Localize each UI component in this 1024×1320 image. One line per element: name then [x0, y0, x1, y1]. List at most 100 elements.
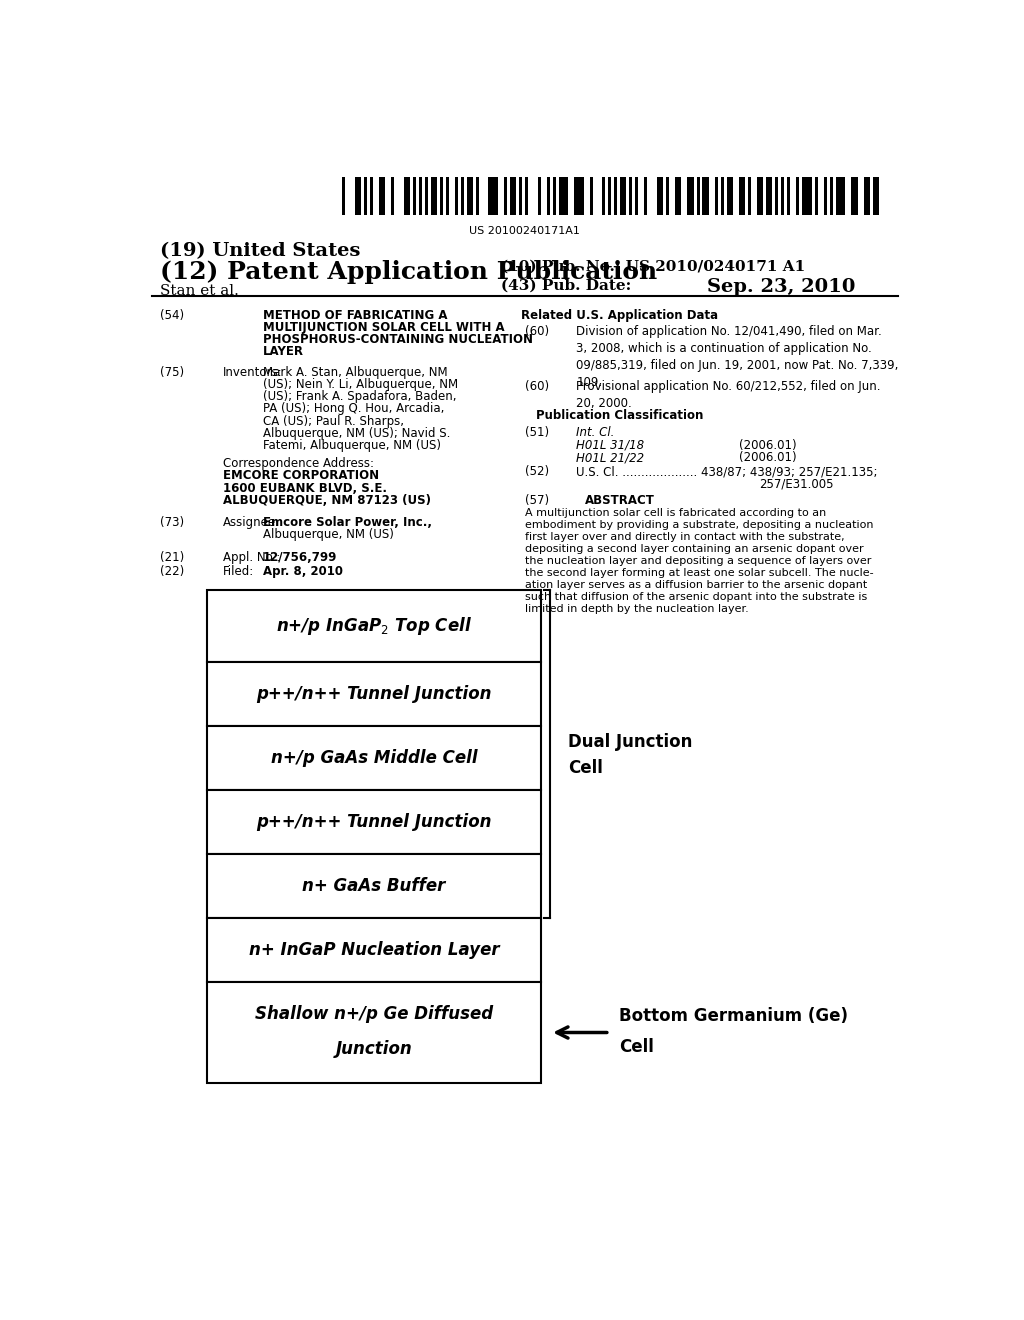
Text: Division of application No. 12/041,490, filed on Mar.
3, 2008, which is a contin: Division of application No. 12/041,490, …	[577, 325, 899, 389]
Text: (21): (21)	[160, 550, 184, 564]
Text: p++/n++ Tunnel Junction: p++/n++ Tunnel Junction	[256, 685, 492, 702]
Text: H01L 21/22: H01L 21/22	[577, 451, 644, 465]
Bar	[608, 177, 611, 215]
Bar	[815, 177, 818, 215]
Bar	[872, 177, 879, 215]
Text: (2006.01): (2006.01)	[739, 440, 797, 451]
Text: first layer over and directly in contact with the substrate,: first layer over and directly in contact…	[524, 532, 845, 543]
Text: Emcore Solar Power, Inc.,: Emcore Solar Power, Inc.,	[263, 516, 432, 529]
Text: ation layer serves as a diffusion barrier to the arsenic dopant: ation layer serves as a diffusion barrie…	[524, 579, 867, 590]
Bar	[602, 177, 605, 215]
Bar	[852, 177, 858, 215]
Bar	[445, 177, 449, 215]
Bar	[207, 854, 541, 917]
Text: Int. Cl.: Int. Cl.	[577, 426, 614, 438]
Bar	[614, 177, 617, 215]
Bar	[419, 177, 422, 215]
Text: n+/p InGaP$_2$ Top Cell: n+/p InGaP$_2$ Top Cell	[276, 615, 472, 638]
Bar	[757, 177, 763, 215]
Text: n+ InGaP Nucleation Layer: n+ InGaP Nucleation Layer	[249, 941, 500, 958]
Bar	[702, 177, 709, 215]
Text: 257/E31.005: 257/E31.005	[759, 478, 834, 491]
Text: Apr. 8, 2010: Apr. 8, 2010	[263, 565, 343, 578]
Text: depositing a second layer containing an arsenic dopant over: depositing a second layer containing an …	[524, 544, 863, 554]
Bar	[207, 917, 541, 982]
Text: n+ GaAs Buffer: n+ GaAs Buffer	[302, 876, 445, 895]
Bar	[721, 177, 724, 215]
Text: Mark A. Stan, Albuquerque, NM: Mark A. Stan, Albuquerque, NM	[263, 366, 447, 379]
Bar	[803, 177, 812, 215]
Bar	[775, 177, 778, 215]
Bar	[797, 177, 800, 215]
Text: p++/n++ Tunnel Junction: p++/n++ Tunnel Junction	[256, 813, 492, 830]
Text: A multijunction solar cell is fabricated according to an: A multijunction solar cell is fabricated…	[524, 508, 826, 517]
Bar	[644, 177, 647, 215]
Bar	[590, 177, 593, 215]
Bar	[657, 177, 664, 215]
Bar	[621, 177, 627, 215]
Bar	[354, 177, 360, 215]
Bar	[207, 726, 541, 789]
Text: ALBUQUERQUE, NM 87123 (US): ALBUQUERQUE, NM 87123 (US)	[223, 494, 431, 507]
Text: Fatemi, Albuquerque, NM (US): Fatemi, Albuquerque, NM (US)	[263, 440, 441, 451]
Text: (10) Pub. No.: US 2010/0240171 A1: (10) Pub. No.: US 2010/0240171 A1	[501, 260, 805, 275]
Text: limited in depth by the nucleation layer.: limited in depth by the nucleation layer…	[524, 605, 749, 614]
Text: Cell: Cell	[567, 759, 602, 777]
Bar	[510, 177, 516, 215]
Bar	[488, 177, 498, 215]
Text: ABSTRACT: ABSTRACT	[585, 494, 655, 507]
Text: PHOSPHORUS-CONTAINING NUCLEATION: PHOSPHORUS-CONTAINING NUCLEATION	[263, 333, 532, 346]
Bar	[413, 177, 416, 215]
Text: Related U.S. Application Data: Related U.S. Application Data	[521, 309, 719, 322]
Text: Assignee:: Assignee:	[223, 516, 281, 529]
Text: Dual Junction: Dual Junction	[567, 733, 692, 751]
Bar	[863, 177, 869, 215]
Text: PA (US); Hong Q. Hou, Arcadia,: PA (US); Hong Q. Hou, Arcadia,	[263, 403, 444, 416]
Bar	[425, 177, 428, 215]
Text: Correspondence Address:: Correspondence Address:	[223, 457, 374, 470]
Text: Stan et al.: Stan et al.	[160, 284, 239, 298]
Text: Sep. 23, 2010: Sep. 23, 2010	[708, 279, 856, 296]
Bar	[787, 177, 791, 215]
Text: H01L 31/18: H01L 31/18	[577, 440, 644, 451]
Bar	[553, 177, 556, 215]
Bar	[525, 177, 528, 215]
Text: LAYER: LAYER	[263, 346, 304, 359]
Text: Bottom Germanium (Ge): Bottom Germanium (Ge)	[620, 1007, 848, 1026]
Bar	[748, 177, 751, 215]
Text: (US); Frank A. Spadafora, Baden,: (US); Frank A. Spadafora, Baden,	[263, 391, 457, 403]
Bar	[766, 177, 772, 215]
Text: (12) Patent Application Publication: (12) Patent Application Publication	[160, 260, 657, 284]
Text: (US); Nein Y. Li, Albuquerque, NM: (US); Nein Y. Li, Albuquerque, NM	[263, 378, 458, 391]
Bar	[207, 590, 541, 661]
Bar	[547, 177, 550, 215]
Bar	[675, 177, 681, 215]
Bar	[739, 177, 745, 215]
Text: US 20100240171A1: US 20100240171A1	[469, 227, 581, 236]
Bar	[431, 177, 437, 215]
Text: U.S. Cl. .................... 438/87; 438/93; 257/E21.135;: U.S. Cl. .................... 438/87; 43…	[577, 466, 878, 478]
Bar	[727, 177, 733, 215]
Bar	[687, 177, 693, 215]
Text: (51): (51)	[524, 426, 549, 438]
Bar	[391, 177, 394, 215]
Text: the nucleation layer and depositing a sequence of layers over: the nucleation layer and depositing a se…	[524, 556, 871, 566]
Bar	[781, 177, 784, 215]
Bar	[635, 177, 638, 215]
Bar	[370, 177, 373, 215]
Bar	[342, 177, 882, 215]
Bar	[574, 177, 584, 215]
Text: such that diffusion of the arsenic dopant into the substrate is: such that diffusion of the arsenic dopan…	[524, 591, 867, 602]
Text: (60): (60)	[524, 325, 549, 338]
Text: (43) Pub. Date:: (43) Pub. Date:	[501, 279, 631, 292]
Bar	[559, 177, 568, 215]
Text: n+/p GaAs Middle Cell: n+/p GaAs Middle Cell	[270, 748, 477, 767]
Text: (57): (57)	[524, 494, 549, 507]
Text: METHOD OF FABRICATING A: METHOD OF FABRICATING A	[263, 309, 447, 322]
Text: (60): (60)	[524, 380, 549, 393]
Bar	[342, 177, 345, 215]
Text: (19) United States: (19) United States	[160, 242, 360, 260]
Text: Appl. No.:: Appl. No.:	[223, 550, 281, 564]
Text: (75): (75)	[160, 366, 184, 379]
Bar	[461, 177, 464, 215]
